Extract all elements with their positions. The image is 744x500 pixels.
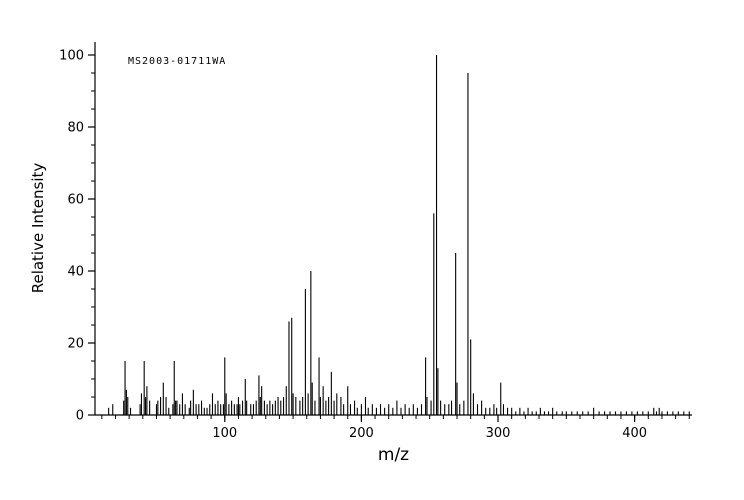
spectrum-id-label: MS2003-01711WA	[128, 56, 227, 67]
svg-text:0: 0	[76, 409, 84, 424]
y-axis-title: Relative Intensity	[29, 162, 47, 294]
svg-text:200: 200	[349, 426, 374, 441]
svg-text:40: 40	[67, 265, 84, 280]
svg-text:300: 300	[486, 426, 511, 441]
svg-text:60: 60	[67, 193, 84, 208]
svg-text:400: 400	[622, 426, 647, 441]
svg-text:100: 100	[59, 49, 84, 64]
svg-text:20: 20	[67, 337, 84, 352]
x-axis-title: m/z	[377, 445, 410, 465]
svg-text:80: 80	[67, 121, 84, 136]
svg-text:100: 100	[212, 426, 237, 441]
